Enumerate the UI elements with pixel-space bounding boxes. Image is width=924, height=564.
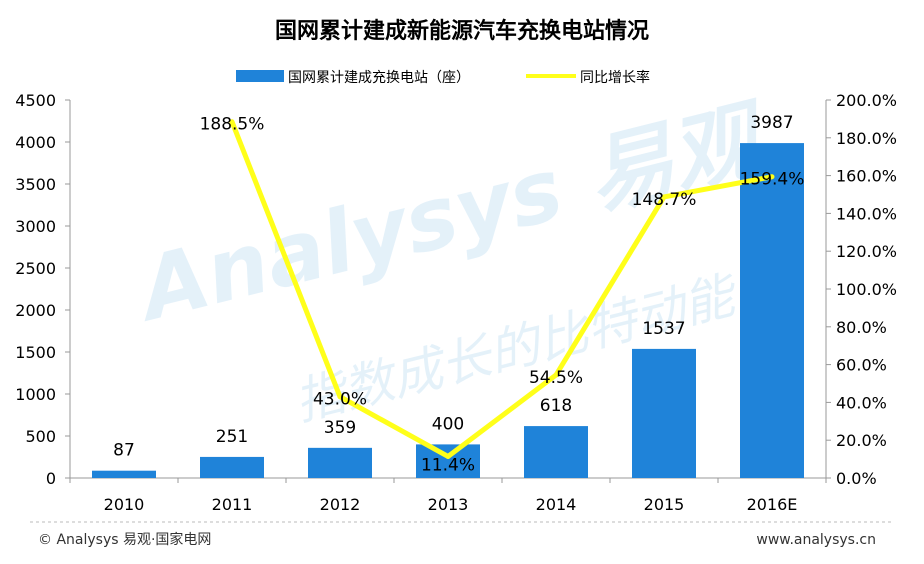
y-right-tick-label: 100.0% bbox=[836, 280, 897, 299]
line-point bbox=[553, 372, 559, 378]
line-point bbox=[661, 194, 667, 200]
legend-bar-swatch bbox=[236, 70, 284, 82]
y-left-tick-label: 2000 bbox=[15, 301, 56, 320]
x-tick-label: 2010 bbox=[104, 495, 145, 514]
y-left-tick-label: 2500 bbox=[15, 259, 56, 278]
y-right-tick-label: 40.0% bbox=[836, 393, 887, 412]
bar-value-label: 400 bbox=[432, 414, 464, 434]
bar-value-label: 251 bbox=[216, 427, 248, 447]
y-right-tick-label: 180.0% bbox=[836, 129, 897, 148]
bar bbox=[416, 444, 480, 478]
growth-line bbox=[229, 120, 773, 459]
x-tick-label: 2014 bbox=[536, 495, 577, 514]
x-tick-label: 2012 bbox=[320, 495, 361, 514]
line-value-label: 159.4% bbox=[740, 170, 805, 190]
line-point bbox=[445, 453, 451, 459]
bar-value-label: 87 bbox=[113, 441, 135, 461]
bar bbox=[92, 470, 156, 478]
line-value-label: 188.5% bbox=[200, 115, 265, 135]
y-right-tick-label: 20.0% bbox=[836, 431, 887, 450]
footer-copyright: © Analysys 易观·国家电网 bbox=[38, 532, 212, 548]
y-left-tick-label: 0 bbox=[46, 469, 56, 488]
legend-line-label: 同比增长率 bbox=[580, 69, 650, 86]
y-left-tick-label: 4000 bbox=[15, 133, 56, 152]
bar bbox=[632, 348, 696, 478]
y-left-tick-label: 1000 bbox=[15, 385, 56, 404]
line-point bbox=[229, 119, 235, 125]
y-left-tick-label: 3000 bbox=[15, 217, 56, 236]
y-left-tick-label: 500 bbox=[25, 427, 56, 446]
bar bbox=[308, 447, 372, 478]
bar-value-label: 359 bbox=[324, 418, 356, 438]
line-value-label: 43.0% bbox=[313, 390, 367, 410]
bar-value-label: 3987 bbox=[750, 113, 793, 133]
chart-title: 国网累计建成新能源汽车充换电站情况 bbox=[275, 18, 649, 44]
line-value-label: 148.7% bbox=[632, 190, 697, 210]
line-value-label: 11.4% bbox=[421, 455, 475, 475]
bar-value-label: 618 bbox=[540, 396, 572, 416]
bar-value-label: 1537 bbox=[642, 319, 685, 339]
x-tick-label: 2015 bbox=[644, 495, 685, 514]
line-value-label: 54.5% bbox=[529, 368, 583, 388]
bar bbox=[740, 143, 804, 479]
y-right-tick-label: 200.0% bbox=[836, 91, 897, 110]
line-point bbox=[769, 174, 775, 180]
x-tick-label: 2011 bbox=[212, 495, 253, 514]
y-right-tick-label: 140.0% bbox=[836, 204, 897, 223]
y-left-tick-label: 4500 bbox=[15, 91, 56, 110]
legend-bar-label: 国网累计建成充换电站（座） bbox=[288, 69, 470, 86]
y-left-tick-label: 1500 bbox=[15, 343, 56, 362]
x-tick-label: 2016E bbox=[747, 495, 798, 514]
y-right-tick-label: 160.0% bbox=[836, 167, 897, 186]
line-point bbox=[337, 394, 343, 400]
footer-website: www.analysys.cn bbox=[756, 532, 876, 548]
y-right-tick-label: 0.0% bbox=[836, 469, 877, 488]
y-right-tick-label: 80.0% bbox=[836, 318, 887, 337]
y-right-tick-label: 60.0% bbox=[836, 356, 887, 375]
y-right-tick-label: 120.0% bbox=[836, 242, 897, 261]
bar bbox=[524, 426, 588, 478]
bar bbox=[200, 456, 264, 478]
y-left-tick-label: 3500 bbox=[15, 175, 56, 194]
x-tick-label: 2013 bbox=[428, 495, 469, 514]
